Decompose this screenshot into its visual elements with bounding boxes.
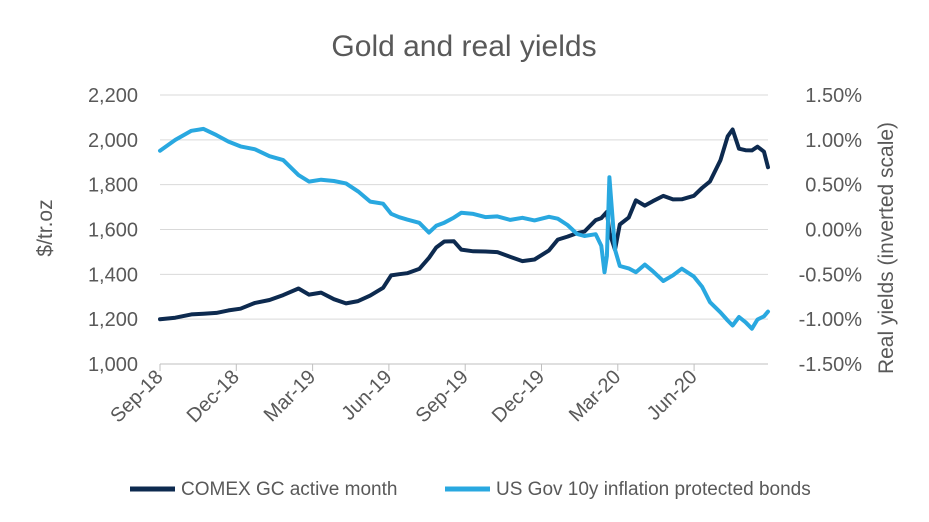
right-tick-label: -1.00% bbox=[799, 309, 863, 331]
left-tick-label: 1,400 bbox=[88, 264, 138, 286]
right-axis-label: Real yields (inverted scale) bbox=[875, 122, 898, 374]
chart-title: Gold and real yields bbox=[331, 30, 596, 63]
x-tick-label: Sep-19 bbox=[412, 366, 473, 427]
right-tick-label: -1.50% bbox=[799, 354, 863, 376]
right-tick-label: 0.50% bbox=[805, 175, 862, 197]
gridlines bbox=[160, 94, 768, 365]
left-tick-label: 2,000 bbox=[88, 130, 138, 152]
right-tick-label: -0.50% bbox=[799, 264, 863, 286]
right-tick-label: 0.00% bbox=[805, 220, 862, 242]
x-tick-label: Mar-20 bbox=[565, 366, 625, 426]
right-tick-label: 1.00% bbox=[805, 130, 862, 152]
x-tick-label: Jun-20 bbox=[643, 366, 702, 425]
legend-label-yields: US Gov 10y inflation protected bonds bbox=[496, 479, 811, 500]
series-line-gold bbox=[158, 127, 770, 322]
x-tick-label: Mar-19 bbox=[260, 366, 320, 426]
left-axis-ticks: 1,000 1,200 1,400 1,600 1,800 2,000 2,200 bbox=[88, 85, 138, 376]
series-line-real-yields bbox=[158, 126, 770, 331]
right-tick-label: 1.50% bbox=[805, 85, 862, 107]
left-tick-label: 1,800 bbox=[88, 175, 138, 197]
left-axis-label: $/tr.oz bbox=[34, 199, 57, 256]
legend-label-gold: COMEX GC active month bbox=[181, 479, 397, 500]
x-tick-label: Dec-18 bbox=[183, 366, 244, 427]
left-tick-label: 1,000 bbox=[88, 354, 138, 376]
right-axis-ticks: 1.50% 1.00% 0.50% 0.00% -0.50% -1.00% -1.50% bbox=[799, 85, 863, 376]
x-tick-label: Jun-19 bbox=[338, 366, 397, 425]
series-lines bbox=[158, 126, 770, 331]
left-tick-label: 1,200 bbox=[88, 309, 138, 331]
left-tick-label: 2,200 bbox=[88, 85, 138, 107]
legend: COMEX GC active month US Gov 10y inflati… bbox=[130, 479, 811, 500]
x-tick-label: Dec-19 bbox=[488, 366, 549, 427]
x-axis-ticks: Sep-18 Dec-18 Mar-19 Jun-19 Sep-19 Dec-19 Mar-… bbox=[106, 364, 702, 427]
left-tick-label: 1,600 bbox=[88, 220, 138, 242]
